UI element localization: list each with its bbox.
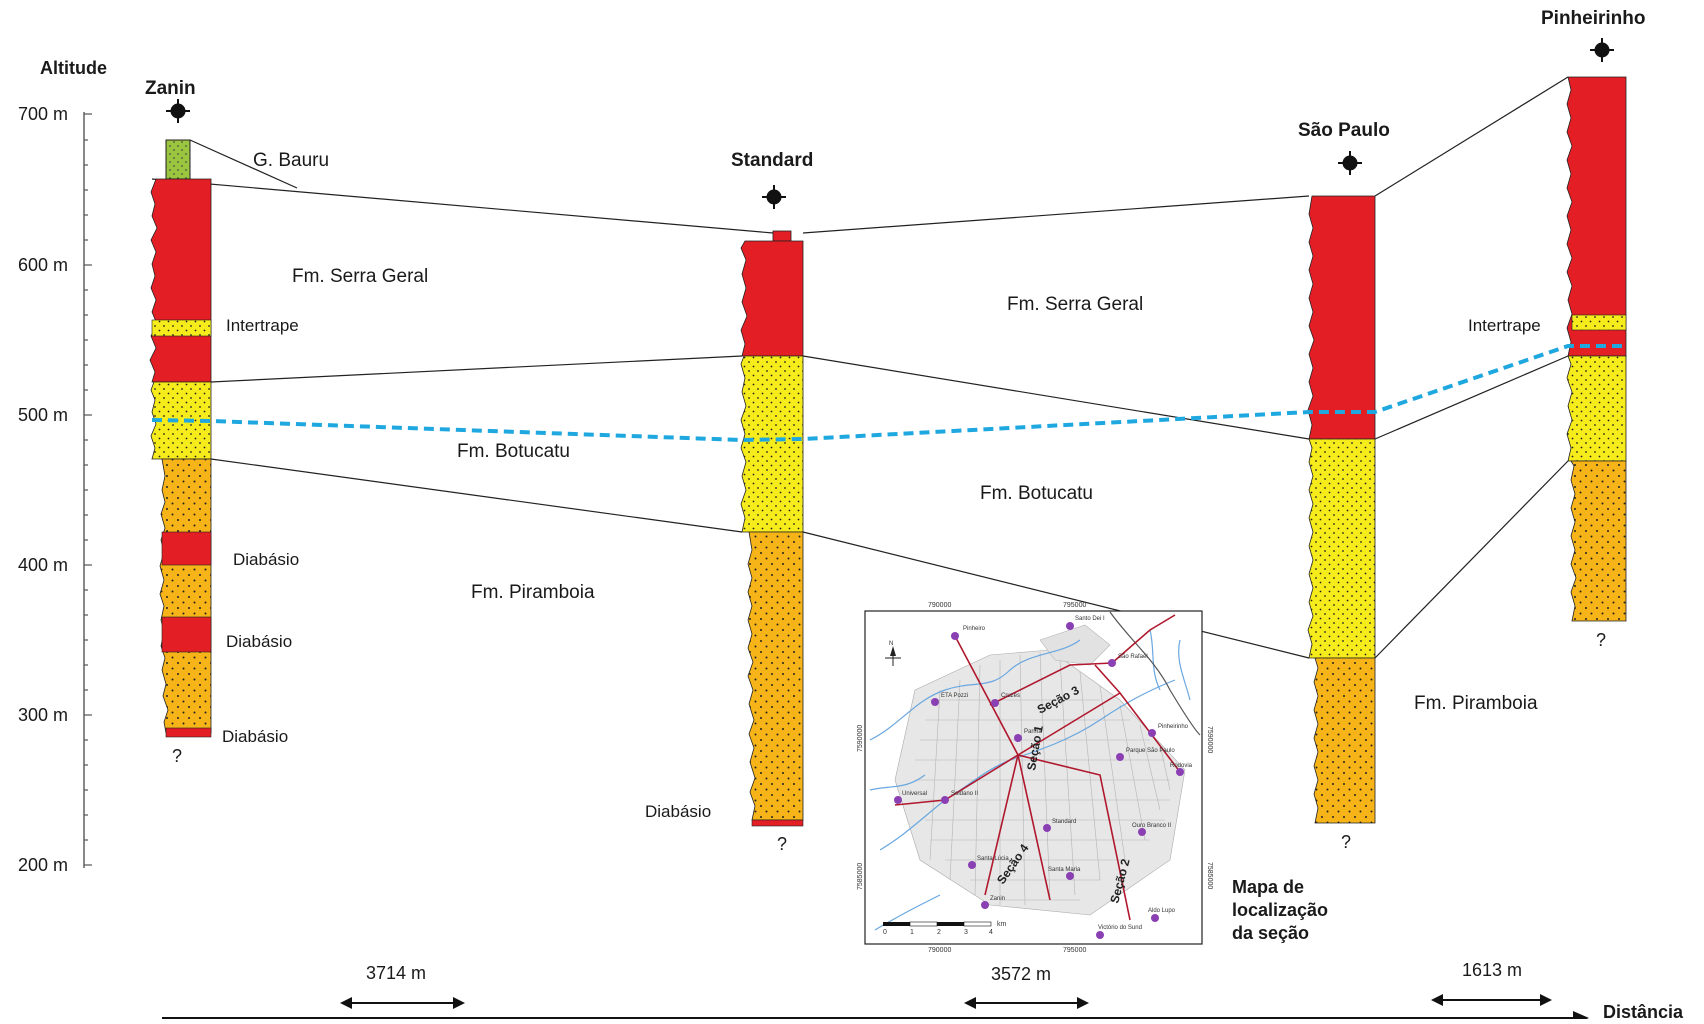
map-place-label: Parma bbox=[1024, 729, 1042, 735]
map-place-label: Zanin bbox=[990, 896, 1005, 902]
map-coord-top-2: 795000 bbox=[1063, 602, 1086, 609]
map-coord-right-2: 7585000 bbox=[1206, 862, 1213, 889]
well-bottom-zanin: ? bbox=[172, 746, 182, 766]
map-place-label: Rodovia bbox=[1170, 763, 1193, 769]
distance-axis-title: Distância bbox=[1603, 1002, 1684, 1019]
well-symbol-icon bbox=[166, 99, 190, 123]
tick-label-700: 700 m bbox=[18, 104, 68, 124]
label-intertrape-left: Intertrape bbox=[226, 316, 299, 335]
map-place-label: Parque São Paulo bbox=[1126, 748, 1175, 754]
map-place-label: Pinheirinho bbox=[1158, 724, 1189, 730]
well-symbol-icon bbox=[762, 185, 786, 209]
map-place-label: Santa Maria bbox=[1048, 867, 1081, 873]
correlation-lines bbox=[151, 76, 1569, 659]
tick-label-500: 500 m bbox=[18, 405, 68, 425]
well-column-pinheirinho bbox=[1566, 76, 1627, 622]
label-piramboia-right: Fm. Piramboia bbox=[1414, 693, 1538, 714]
map-coord-bottom-1: 790000 bbox=[928, 947, 951, 954]
label-diabasio-2: Diabásio bbox=[226, 632, 292, 651]
map-place-label: Pinheiro bbox=[963, 626, 986, 632]
label-botucatu-right: Fm. Botucatu bbox=[980, 483, 1093, 504]
map-scale-bar: 0 1 2 3 4 km bbox=[883, 921, 1007, 936]
north-label: N bbox=[889, 641, 893, 647]
well-symbol-icon bbox=[1338, 151, 1362, 175]
label-botucatu-left: Fm. Botucatu bbox=[457, 441, 570, 462]
map-coord-bottom-2: 795000 bbox=[1063, 947, 1086, 954]
well-name-pinheirinho: Pinheirinho bbox=[1541, 8, 1646, 29]
tick-label-600: 600 m bbox=[18, 255, 68, 275]
map-caption-line-3: da seção bbox=[1232, 923, 1309, 943]
label-diabasio-4: Diabásio bbox=[645, 802, 711, 821]
tick-label-200: 200 m bbox=[18, 855, 68, 875]
distance-label-3: 1613 m bbox=[1462, 960, 1522, 980]
map-caption-line-2: localização bbox=[1232, 900, 1328, 920]
map-place-label: Cruzes bbox=[1001, 693, 1020, 699]
map-place-label: Aldo Lupo bbox=[1148, 908, 1176, 914]
map-coord-right-1: 7590000 bbox=[1206, 726, 1213, 753]
distance-arrows bbox=[162, 994, 1589, 1024]
map-place-label: ETA Pozzi bbox=[941, 693, 968, 699]
map-place-label: Soldano II bbox=[951, 791, 978, 797]
axis-title: Altitude bbox=[40, 58, 107, 78]
label-bauru: G. Bauru bbox=[253, 150, 329, 171]
svg-text:3: 3 bbox=[964, 929, 968, 936]
map-coord-left-2: 7585000 bbox=[857, 863, 864, 890]
inset-location-map: Seção 1 Seção 2 Seção 3 Seção 4 790000 7… bbox=[857, 602, 1213, 954]
well-name-standard: Standard bbox=[731, 150, 813, 171]
label-intertrape-right: Intertrape bbox=[1468, 316, 1541, 335]
svg-text:1: 1 bbox=[910, 929, 914, 936]
map-caption-line-1: Mapa de bbox=[1232, 877, 1304, 897]
map-coord-top-1: 790000 bbox=[928, 602, 951, 609]
map-place-label: Victório do Sund bbox=[1098, 925, 1142, 931]
distance-label-2: 3572 m bbox=[991, 964, 1051, 984]
map-place-label: Santo Dei I bbox=[1075, 616, 1105, 622]
well-column-standard bbox=[740, 230, 804, 827]
label-serra-geral-right: Fm. Serra Geral bbox=[1007, 294, 1143, 315]
well-bottom-sao-paulo: ? bbox=[1341, 832, 1351, 852]
well-name-zanin: Zanin bbox=[145, 78, 196, 99]
svg-text:km: km bbox=[997, 921, 1007, 928]
water-level-line bbox=[151, 344, 1626, 443]
tick-label-400: 400 m bbox=[18, 555, 68, 575]
svg-text:0: 0 bbox=[883, 929, 887, 936]
well-bottom-standard: ? bbox=[777, 834, 787, 854]
north-arrow-icon: N bbox=[885, 641, 901, 666]
tick-label-300: 300 m bbox=[18, 705, 68, 725]
label-piramboia-left: Fm. Piramboia bbox=[471, 582, 595, 603]
map-place-label: São Rafael bbox=[1118, 654, 1148, 660]
label-diabasio-3: Diabásio bbox=[222, 727, 288, 746]
svg-text:2: 2 bbox=[937, 929, 941, 936]
map-place-label: Santa Lúcia bbox=[977, 856, 1009, 862]
label-diabasio-1: Diabásio bbox=[233, 550, 299, 569]
map-place-label: Universal bbox=[902, 791, 927, 797]
label-serra-geral-left: Fm. Serra Geral bbox=[292, 266, 428, 287]
well-bottom-pinheirinho: ? bbox=[1596, 630, 1606, 650]
well-column-zanin bbox=[149, 139, 212, 738]
svg-text:4: 4 bbox=[989, 929, 993, 936]
map-place-label: Standard bbox=[1052, 819, 1076, 825]
map-place-label: Ouro Branco II bbox=[1132, 823, 1171, 829]
well-symbol-icon bbox=[1590, 38, 1614, 62]
distance-label-1: 3714 m bbox=[366, 963, 426, 983]
map-coord-left-1: 7590000 bbox=[857, 725, 864, 752]
well-column-sao-paulo bbox=[1307, 195, 1376, 824]
altitude-axis bbox=[83, 112, 92, 868]
well-name-sao-paulo: São Paulo bbox=[1298, 120, 1390, 141]
